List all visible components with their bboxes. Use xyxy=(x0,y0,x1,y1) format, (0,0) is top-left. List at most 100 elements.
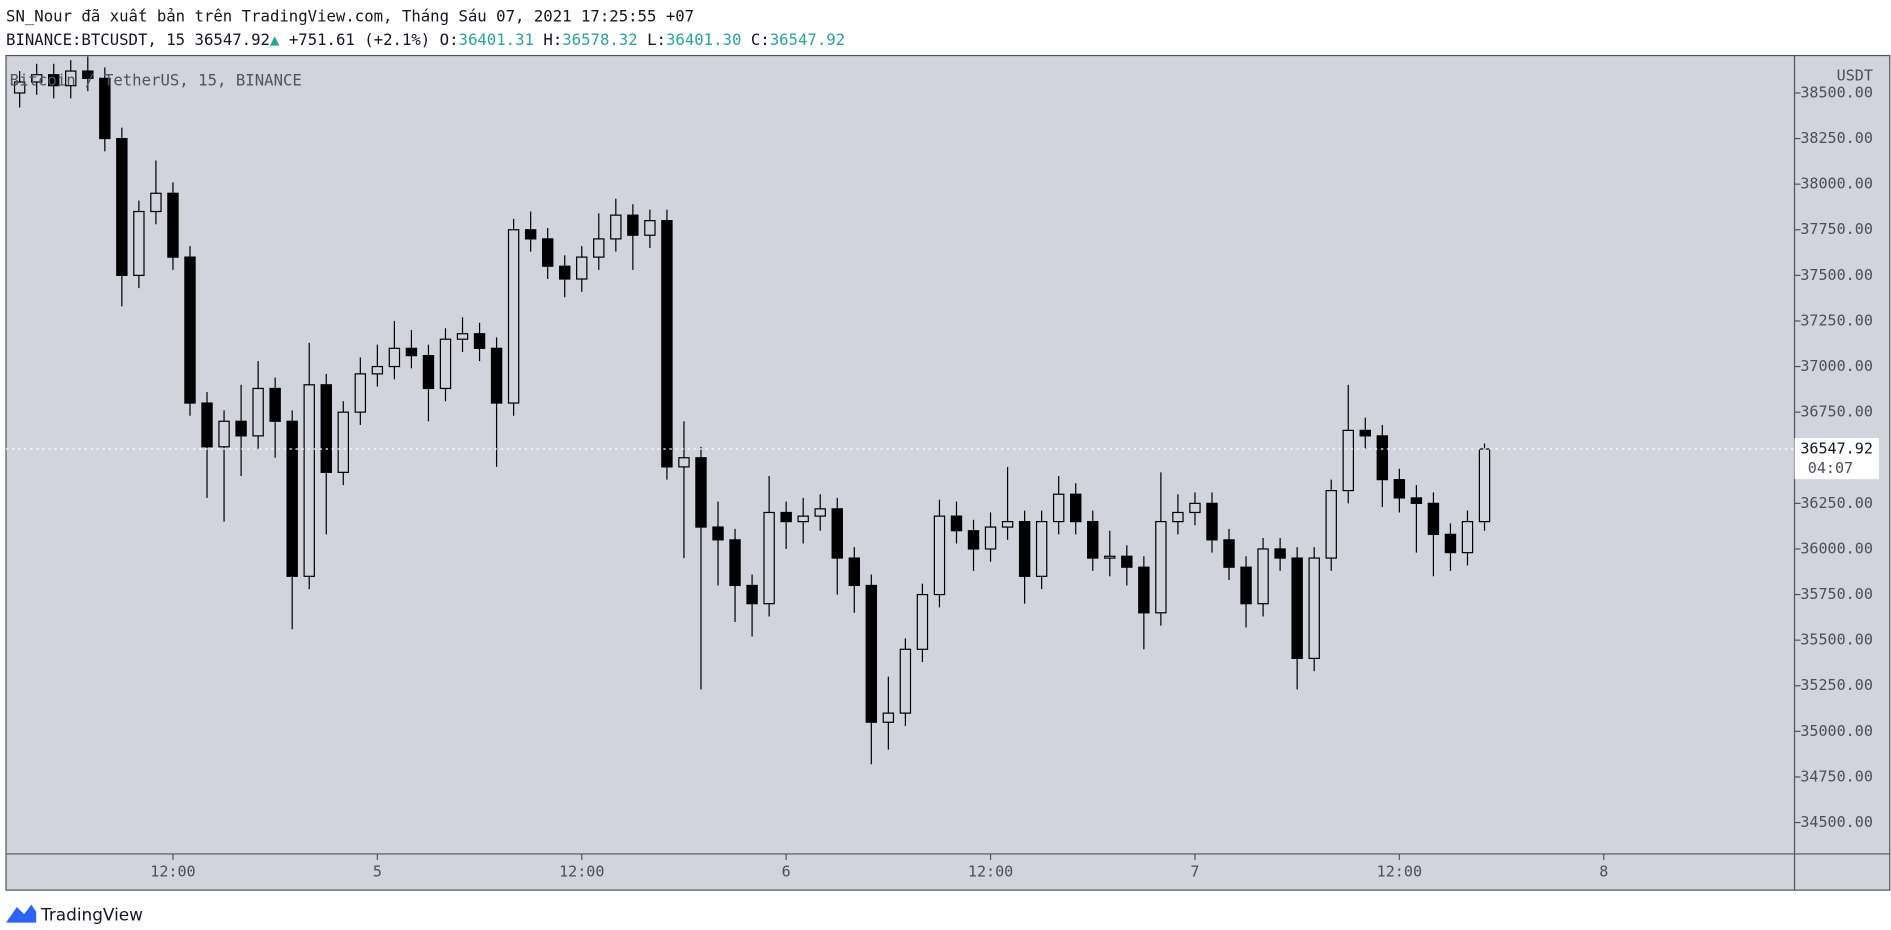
candle-body xyxy=(763,511,775,605)
candle-body xyxy=(252,387,264,437)
l-label: L: xyxy=(647,29,666,48)
x-tick-label: 6 xyxy=(782,863,791,881)
candle-body xyxy=(1035,520,1048,577)
y-tick-label: 35250.00 xyxy=(1800,676,1873,694)
candle-body xyxy=(1342,429,1354,492)
candle-body xyxy=(729,539,741,587)
candle-body xyxy=(320,384,332,473)
candle-body xyxy=(218,420,230,448)
candle-body xyxy=(610,214,622,240)
candle-body xyxy=(593,238,605,258)
candle-body xyxy=(695,457,707,528)
candle-body xyxy=(1001,520,1014,528)
candle-body xyxy=(354,373,367,413)
candle-body xyxy=(627,214,639,236)
brand: TradingView xyxy=(40,904,143,924)
candle-body xyxy=(1121,555,1133,568)
candle-body xyxy=(848,557,860,587)
y-tick-label: 35000.00 xyxy=(1800,722,1873,740)
h-value: 36578.32 xyxy=(562,29,637,48)
candle-body xyxy=(1427,502,1440,535)
candle-body xyxy=(507,229,520,404)
candle-body xyxy=(1376,435,1389,481)
candle-body xyxy=(337,411,350,473)
symbol-line: BINANCE:BTCUSDT, 15 36547.92▲ +751.61 (+… xyxy=(6,29,845,48)
y-tick-label: 38500.00 xyxy=(1800,83,1873,101)
x-tick-label: 7 xyxy=(1190,863,1199,881)
candle-body xyxy=(1172,511,1184,523)
y-tick-label: 37250.00 xyxy=(1800,311,1873,329)
y-axis-label: USDT xyxy=(1837,67,1873,85)
c-value: 36547.92 xyxy=(770,29,845,48)
candle-body xyxy=(1018,520,1031,577)
y-tick-label: 37000.00 xyxy=(1800,357,1873,375)
candle-body xyxy=(1359,429,1371,437)
candle-body xyxy=(30,74,43,83)
candle-body xyxy=(1291,557,1303,660)
candle-body xyxy=(1104,555,1116,559)
candle-body xyxy=(405,347,418,357)
candle-body xyxy=(1052,493,1065,523)
tradingview-logo: TradingView xyxy=(6,904,143,924)
logo-icon xyxy=(6,904,37,923)
candle-body xyxy=(950,515,963,532)
candle-body xyxy=(882,712,895,723)
y-tick-label: 34750.00 xyxy=(1800,767,1873,785)
l-value: 36401.30 xyxy=(666,29,741,48)
candle-body xyxy=(678,457,690,468)
candle-body xyxy=(1223,539,1235,568)
candle-body xyxy=(1274,548,1286,559)
chart-background xyxy=(5,54,1891,891)
candle-body xyxy=(1155,520,1167,614)
last-price-label: 36547.92 xyxy=(1800,440,1873,458)
symbol: BINANCE:BTCUSDT, 15 xyxy=(6,29,185,48)
candle-body xyxy=(524,229,537,240)
candle-body xyxy=(1087,520,1099,559)
y-tick-label: 36250.00 xyxy=(1800,494,1873,512)
candle-body xyxy=(644,220,656,236)
candle-body xyxy=(1461,520,1474,554)
candle-body xyxy=(371,365,384,375)
candle-body xyxy=(797,515,809,523)
candle-body xyxy=(167,192,179,258)
candle-body xyxy=(1308,557,1320,660)
y-tick-label: 35750.00 xyxy=(1800,585,1873,603)
candle-body xyxy=(831,508,843,559)
y-tick-label: 38250.00 xyxy=(1800,129,1873,147)
publish-info: SN_Nour đã xuất bản trên TradingView.com… xyxy=(6,6,694,25)
candle-body xyxy=(133,210,145,276)
up-arrow: ▲ xyxy=(270,29,280,48)
candle-body xyxy=(303,384,315,577)
candle-body xyxy=(865,584,878,723)
x-tick-label: 12:00 xyxy=(968,863,1013,881)
chart-title: Bitcoin / TetherUS, 15, BINANCE xyxy=(10,70,302,89)
candle-body xyxy=(1189,502,1201,514)
candle-body xyxy=(559,265,571,280)
candle-body xyxy=(1410,497,1423,504)
candle-body xyxy=(1444,533,1457,554)
candle-body xyxy=(780,511,792,523)
candle-body xyxy=(388,347,401,368)
candle-body xyxy=(116,137,128,276)
candle-body xyxy=(456,333,469,340)
y-tick-label: 36000.00 xyxy=(1800,539,1873,557)
candle-body xyxy=(1070,493,1082,523)
y-tick-label: 34500.00 xyxy=(1800,813,1873,831)
candle-body xyxy=(65,70,77,87)
candle-body xyxy=(1257,548,1269,605)
candle-body xyxy=(1138,566,1150,614)
candle-body xyxy=(48,74,60,87)
candle-body xyxy=(269,387,281,422)
y-tick-label: 37750.00 xyxy=(1800,220,1873,238)
candle-body xyxy=(184,256,196,404)
candle-body xyxy=(473,333,486,349)
x-tick-label: 12:00 xyxy=(150,863,195,881)
x-tick-label: 12:00 xyxy=(559,863,604,881)
last-price-box xyxy=(1794,438,1879,480)
candle-body xyxy=(82,70,94,79)
candle-body xyxy=(1478,448,1491,523)
y-tick-label: 35500.00 xyxy=(1800,631,1873,649)
candle-body xyxy=(967,530,980,550)
